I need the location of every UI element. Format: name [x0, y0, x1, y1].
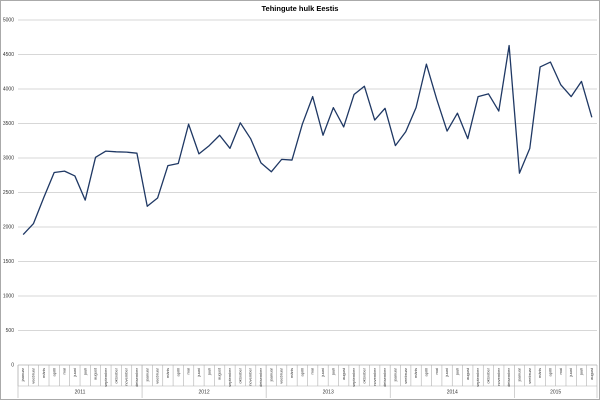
- x-tick-label: juuni: [320, 368, 325, 378]
- x-tick-label: mai: [62, 368, 67, 375]
- x-group-label: 2014: [447, 389, 458, 395]
- x-tick-label: juuli: [206, 368, 211, 376]
- x-tick-label: juuni: [196, 368, 201, 378]
- x-tick-label: august: [589, 367, 594, 380]
- x-tick-label: august: [465, 367, 470, 380]
- x-tick-label: detsember: [382, 367, 387, 387]
- x-tick-label: märts: [165, 368, 170, 378]
- x-tick-label: jaanuar: [144, 367, 149, 382]
- x-tick-label: september: [227, 367, 232, 387]
- x-tick-label: oktoober: [237, 367, 242, 383]
- x-tick-label: detsember: [134, 367, 139, 387]
- x-tick-label: märts: [537, 368, 542, 378]
- x-tick-label: jaanuar: [392, 367, 397, 382]
- x-tick-label: aprill: [175, 368, 180, 377]
- x-tick-label: märts: [413, 368, 418, 378]
- x-tick-label: oktoober: [361, 367, 366, 383]
- x-tick-label: veebruar: [527, 367, 532, 383]
- x-tick-label: jaanuar: [517, 367, 522, 382]
- x-tick-label: aprill: [548, 368, 553, 377]
- x-tick-label: aprill: [51, 368, 56, 377]
- x-tick-label: november: [124, 367, 129, 385]
- y-tick-label: 1000: [3, 293, 14, 299]
- y-tick-label: 5000: [3, 17, 14, 23]
- x-tick-label: september: [475, 367, 480, 387]
- x-tick-label: märts: [289, 368, 294, 378]
- y-tick-label: 500: [6, 328, 15, 334]
- x-tick-label: juuli: [330, 368, 335, 376]
- x-tick-label: veebruar: [155, 367, 160, 383]
- y-tick-label: 3500: [3, 121, 14, 127]
- x-tick-label: mai: [186, 368, 191, 375]
- x-tick-label: oktoober: [113, 367, 118, 383]
- x-tick-label: juuli: [82, 368, 87, 376]
- x-tick-label: jaanuar: [268, 367, 273, 382]
- x-tick-label: juuli: [454, 368, 459, 376]
- x-tick-label: november: [372, 367, 377, 385]
- y-tick-label: 2500: [3, 190, 14, 196]
- x-group-label: 2015: [550, 389, 561, 395]
- x-tick-label: august: [93, 367, 98, 380]
- x-tick-label: oktoober: [486, 367, 491, 383]
- x-tick-label: juuni: [444, 368, 449, 378]
- x-tick-label: veebruar: [31, 367, 36, 383]
- x-tick-label: juuni: [568, 368, 573, 378]
- y-tick-label: 0: [11, 362, 14, 368]
- x-group-label: 2011: [75, 389, 86, 395]
- x-tick-label: mai: [558, 368, 563, 375]
- x-tick-label: november: [248, 367, 253, 385]
- chart-title: Tehingute hulk Eestis: [262, 4, 339, 13]
- x-group-label: 2013: [323, 389, 334, 395]
- x-tick-label: september: [103, 367, 108, 387]
- x-tick-label: jaanuar: [20, 367, 25, 382]
- x-tick-label: aprill: [423, 368, 428, 377]
- x-tick-label: juuli: [579, 368, 584, 376]
- x-tick-label: detsember: [506, 367, 511, 387]
- x-tick-label: veebruar: [403, 367, 408, 383]
- x-tick-label: veebruar: [279, 367, 284, 383]
- y-tick-label: 4000: [3, 86, 14, 92]
- x-tick-label: mai: [310, 368, 315, 375]
- x-tick-label: juuni: [72, 368, 77, 378]
- x-tick-label: märts: [41, 368, 46, 378]
- x-tick-label: august: [217, 367, 222, 380]
- x-tick-label: august: [341, 367, 346, 380]
- series-line: [22, 44, 593, 236]
- x-tick-label: mai: [434, 368, 439, 375]
- x-tick-label: november: [496, 367, 501, 385]
- x-tick-label: aprill: [299, 368, 304, 377]
- y-tick-label: 2000: [3, 224, 14, 230]
- x-tick-label: september: [351, 367, 356, 387]
- x-group-label: 2012: [199, 389, 210, 395]
- y-tick-label: 3000: [3, 155, 14, 161]
- y-tick-label: 4500: [3, 52, 14, 58]
- x-tick-label: detsember: [258, 367, 263, 387]
- y-tick-label: 1500: [3, 259, 14, 265]
